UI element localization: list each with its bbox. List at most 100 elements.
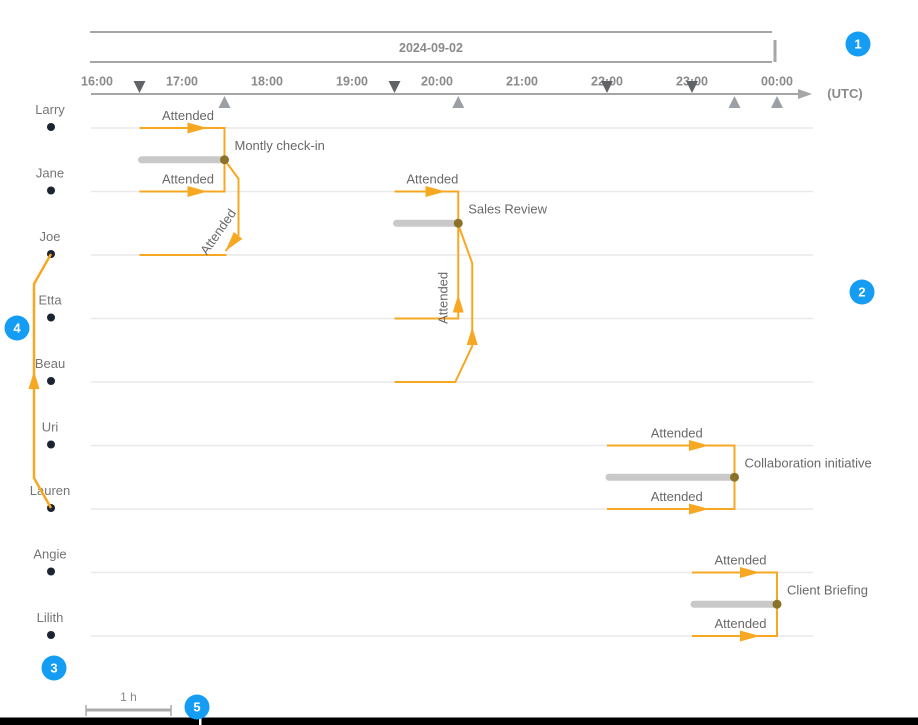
- axis-tick-label: 00:00: [761, 75, 793, 89]
- attendance-arrow-icon: [740, 630, 760, 642]
- attendance-edge: Attended: [692, 604, 778, 642]
- timezone-label: (UTC): [827, 86, 862, 101]
- attendance-edge-path: [607, 477, 736, 510]
- event-node[interactable]: [220, 155, 229, 165]
- person-label: Lauren: [30, 483, 70, 498]
- event-start-marker-icon: [388, 81, 401, 93]
- callout-badge-4: 4: [4, 315, 30, 341]
- axis-tick-label: 18:00: [251, 75, 283, 89]
- attendance-arrow-icon: [689, 440, 709, 451]
- person-node[interactable]: [47, 313, 55, 322]
- event-group: Attended Attended Collaboration initiative: [605, 426, 872, 515]
- attendance-edge: Attended: [607, 426, 736, 478]
- callout-badge-circle: [184, 694, 210, 720]
- event-end-marker-icon: [218, 96, 231, 108]
- person-label: Joe: [40, 229, 61, 244]
- callout-badge-circle: [41, 655, 67, 681]
- callout-badge-circle: [4, 315, 30, 341]
- attendance-label: Attended: [435, 272, 450, 324]
- attendance-edge-path: [692, 604, 778, 637]
- event-node[interactable]: [453, 218, 463, 228]
- attendance-edge-path: [607, 444, 736, 478]
- window-edge-bar: [0, 717, 918, 725]
- attendance-arrow-icon: [425, 186, 446, 197]
- attendance-arrow-icon: [466, 327, 478, 345]
- person-label: Lilith: [37, 610, 64, 625]
- attendance-edge: Attended: [394, 172, 460, 224]
- person-label: Uri: [42, 420, 59, 435]
- attendance-edge-path: [139, 159, 226, 193]
- event-start-marker-icon: [601, 81, 613, 93]
- person-label: Larry: [35, 102, 65, 117]
- event-start-marker-icon: [133, 81, 146, 93]
- attendance-edge-path: [394, 226, 474, 383]
- person-node[interactable]: [47, 631, 55, 639]
- person-node[interactable]: [47, 377, 55, 385]
- attendance-label: Attended: [714, 616, 766, 631]
- attendance-edge-path: [139, 127, 226, 160]
- event-node[interactable]: [772, 599, 782, 609]
- callout-badge-number: 2: [858, 285, 865, 300]
- event-title: Montly check-in: [235, 138, 325, 153]
- person-label: Angie: [33, 547, 66, 562]
- window-edge-gap: [199, 717, 202, 725]
- attendance-label: Attended: [162, 172, 214, 187]
- event-group: Attended Attended Attended Montly check-in: [138, 108, 325, 257]
- callout-badge-5: 5: [184, 694, 210, 720]
- social-edge: [28, 253, 53, 509]
- attendance-arrow-icon: [225, 231, 243, 251]
- attendance-edge-path: [394, 223, 460, 320]
- social-edge-arrow-icon: [28, 371, 40, 389]
- person-node[interactable]: [47, 123, 55, 131]
- person-node[interactable]: [47, 440, 55, 449]
- attendance-label: Attended: [197, 206, 239, 257]
- callout-badge-3: 3: [41, 655, 67, 681]
- person-node[interactable]: [47, 186, 55, 195]
- event-group: Attended Attended Client Briefing: [690, 553, 868, 642]
- callout-badge-1: 1: [845, 31, 871, 57]
- attendance-label: Attended: [651, 426, 703, 441]
- event-title: Collaboration initiative: [745, 455, 872, 470]
- date-range-bar[interactable]: 2024-09-02: [90, 31, 777, 63]
- event-title: Sales Review: [468, 201, 547, 216]
- attendance-arrow-icon: [187, 186, 208, 197]
- attendance-label: Attended: [162, 108, 214, 123]
- callout-badge-2: 2: [849, 279, 875, 305]
- person-label: Beau: [35, 356, 65, 371]
- attendance-edge: [394, 226, 478, 383]
- event-end-marker-icon: [728, 96, 741, 108]
- axis-arrow-icon: [798, 89, 812, 99]
- axis-tick-label: 19:00: [336, 75, 368, 89]
- attendance-label: Attended: [714, 553, 766, 568]
- axis-tick-label: 21:00: [506, 75, 538, 89]
- scale-bar: 1 h: [85, 690, 172, 716]
- event-title: Client Briefing: [787, 582, 868, 597]
- attendance-edge: Attended: [139, 108, 226, 160]
- axis-tick-label: 16:00: [81, 75, 113, 89]
- callout-badge-number: 1: [854, 37, 861, 52]
- callout-badge-number: 5: [193, 700, 200, 715]
- date-range-label: 2024-09-02: [399, 41, 463, 55]
- attendance-arrow-icon: [452, 294, 464, 313]
- attendance-edge: Attended: [607, 477, 736, 515]
- callout-badge-circle: [845, 31, 871, 57]
- event-node[interactable]: [730, 472, 739, 482]
- person-node[interactable]: [47, 567, 55, 576]
- axis-tick-label: 17:00: [166, 75, 198, 89]
- attendance-arrow-icon: [740, 567, 760, 578]
- event-end-marker-icon: [452, 96, 465, 108]
- scale-bar-label: 1 h: [120, 690, 137, 704]
- attendance-arrow-icon: [689, 503, 709, 515]
- attendance-edge: Attended: [394, 223, 464, 324]
- attendance-edge-path: [394, 190, 460, 224]
- attendance-arrow-icon: [187, 122, 208, 134]
- event-start-marker-icon: [686, 81, 698, 93]
- callout-badge-number: 3: [50, 661, 57, 676]
- attendance-label: Attended: [406, 172, 458, 187]
- event-group: Attended Attended Sales Review: [393, 172, 548, 383]
- person-label: Jane: [36, 166, 64, 181]
- callout-badge-circle: [849, 279, 875, 305]
- attendance-label: Attended: [651, 489, 703, 504]
